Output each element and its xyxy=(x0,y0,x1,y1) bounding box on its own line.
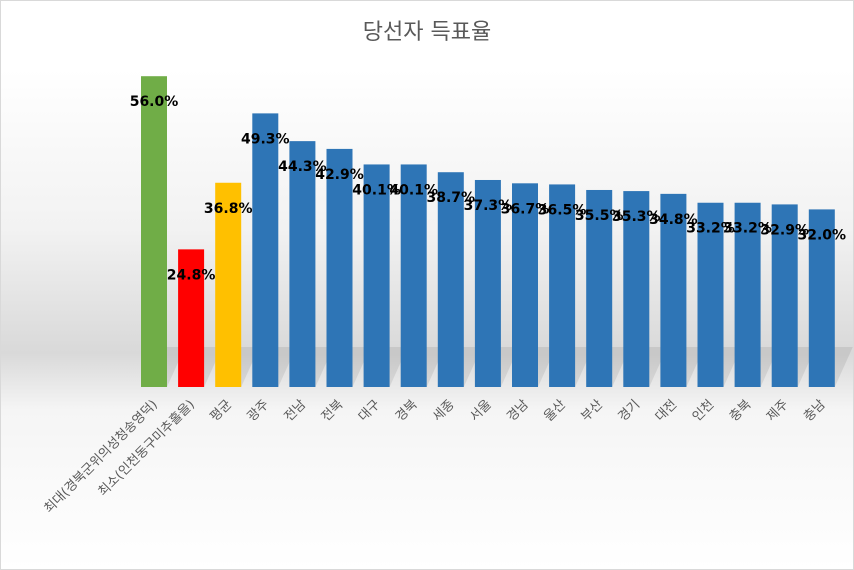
bar-16 xyxy=(734,202,761,387)
data-label-12: 35.5% xyxy=(575,208,624,224)
data-label-5: 42.9% xyxy=(315,167,364,183)
bar-2 xyxy=(215,182,242,387)
chart-title: 당선자 득표율 xyxy=(362,20,492,45)
x-tick-label-11: 울산 xyxy=(541,397,569,425)
bar-11 xyxy=(549,184,576,387)
data-label-1: 24.8% xyxy=(167,267,216,283)
data-label-11: 36.5% xyxy=(538,202,587,218)
x-tick-label-8: 세종 xyxy=(430,397,458,425)
x-tick-label-9: 서울 xyxy=(467,397,495,425)
bar-18 xyxy=(808,209,835,387)
x-tick-label-7: 경북 xyxy=(393,397,421,425)
x-tick-label-4: 전남 xyxy=(282,397,310,425)
bar-0 xyxy=(141,76,167,387)
data-label-9: 37.3% xyxy=(464,198,513,214)
bar-12 xyxy=(586,189,613,387)
x-tick-label-10: 경남 xyxy=(504,397,532,425)
bar-7 xyxy=(400,164,427,387)
x-tick-label-13: 경기 xyxy=(616,397,644,425)
x-tick-label-16: 충북 xyxy=(727,397,755,425)
x-tick-label-14: 대전 xyxy=(653,397,681,425)
x-tick-label-5: 전북 xyxy=(319,397,347,425)
data-label-4: 44.3% xyxy=(278,159,327,175)
bar-6 xyxy=(363,164,390,387)
data-label-15: 33.2% xyxy=(686,221,735,237)
x-tick-label-2: 평균 xyxy=(208,397,236,425)
data-label-8: 38.7% xyxy=(427,190,476,206)
data-label-16: 33.2% xyxy=(723,221,772,237)
bar-15 xyxy=(697,202,724,387)
x-tick-label-15: 인천 xyxy=(690,397,718,425)
bar-10 xyxy=(512,183,538,387)
data-label-0: 56.0% xyxy=(130,94,179,110)
data-label-18: 32.0% xyxy=(798,227,847,243)
x-tick-label-17: 제주 xyxy=(764,397,792,425)
bar-3 xyxy=(252,113,279,387)
bar-4 xyxy=(289,141,316,387)
bar-13 xyxy=(623,191,650,387)
data-label-3: 49.3% xyxy=(241,131,290,147)
bar-5 xyxy=(326,148,353,387)
bar-8 xyxy=(437,172,464,387)
data-label-13: 35.3% xyxy=(612,209,661,225)
bar-9 xyxy=(474,179,501,387)
bar-17 xyxy=(771,204,798,387)
x-tick-label-6: 대구 xyxy=(356,397,384,425)
data-label-10: 36.7% xyxy=(501,201,550,217)
data-label-17: 32.9% xyxy=(760,222,809,238)
bar-14 xyxy=(660,193,687,387)
data-label-14: 34.8% xyxy=(649,212,698,228)
x-tick-label-18: 충남 xyxy=(801,397,829,425)
data-label-7: 40.1% xyxy=(389,182,438,198)
data-label-2: 36.8% xyxy=(204,201,253,217)
x-tick-label-12: 부산 xyxy=(579,397,607,425)
bar-1 xyxy=(178,249,205,387)
data-label-6: 40.1% xyxy=(352,182,401,198)
x-tick-label-3: 광주 xyxy=(245,397,273,425)
